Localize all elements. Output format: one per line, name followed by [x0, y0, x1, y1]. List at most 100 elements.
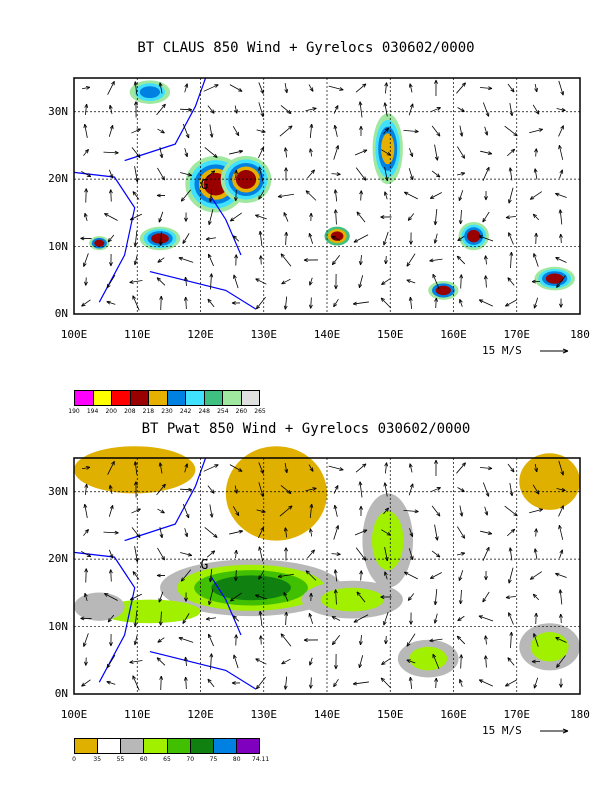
wind-arrow-head: [380, 297, 385, 302]
wind-arrow: [457, 552, 465, 556]
wind-arrow: [360, 190, 362, 201]
wind-arrow: [160, 231, 162, 246]
field-contour: [301, 580, 403, 619]
wind-arrow-head: [558, 524, 562, 530]
wind-arrow-head: [283, 527, 288, 532]
wind-arrow: [381, 529, 391, 536]
wind-arrow-head: [434, 297, 439, 302]
field-contour: [143, 228, 177, 249]
wind-arrow-head: [261, 509, 266, 514]
wind-arrow-head: [559, 683, 563, 688]
wind-arrow-head: [386, 531, 392, 536]
field-contour: [324, 226, 350, 246]
wind-arrow: [429, 638, 443, 642]
wind-arrow-head: [339, 87, 344, 91]
wind-arrow: [384, 482, 388, 497]
wind-arrow: [360, 570, 362, 581]
wind-arrow-head: [459, 678, 463, 684]
wind-arrow: [555, 257, 567, 263]
wind-arrow: [235, 169, 237, 179]
wind-arrow-head: [83, 503, 88, 509]
wind-arrow: [134, 546, 138, 562]
wind-arrow: [209, 188, 213, 203]
wind-arrow-head: [429, 258, 434, 263]
wind-arrow: [106, 681, 116, 685]
wind-arrow: [258, 462, 264, 474]
wind-arrow-head: [359, 570, 364, 575]
wind-arrow: [134, 255, 138, 265]
wind-arrow: [456, 526, 466, 539]
wind-arrow-head: [84, 483, 89, 488]
wind-arrow-head: [384, 462, 389, 467]
wind-arrow-head: [209, 133, 214, 138]
wind-arrow: [260, 255, 262, 265]
wind-arrow-head: [386, 151, 392, 156]
wind-arrow: [284, 463, 288, 473]
wind-arrow: [506, 528, 516, 537]
wind-arrow-head: [407, 216, 412, 221]
wind-arrow-head: [255, 278, 260, 283]
wind-arrow-head: [408, 676, 413, 681]
wind-arrow-head: [556, 283, 561, 288]
wind-arrow: [235, 569, 237, 582]
wind-arrow: [82, 466, 90, 470]
wind-arrow-head: [409, 620, 413, 625]
wind-arrow-head: [84, 188, 89, 193]
field-contour: [134, 83, 166, 102]
wind-arrow-head: [409, 152, 414, 157]
wind-arrow: [459, 299, 463, 307]
wind-arrow: [134, 635, 138, 645]
wind-arrow: [354, 529, 368, 536]
wind-arrow-head: [456, 255, 462, 260]
wind-arrow-head: [383, 482, 388, 487]
wind-arrow-head: [381, 281, 386, 285]
wind-arrow: [406, 279, 416, 284]
wind-arrow-head: [458, 576, 463, 581]
wind-arrow: [555, 573, 567, 578]
wind-arrow-head: [435, 553, 441, 558]
colorbar-label: 260: [235, 408, 248, 415]
wind-arrow: [510, 251, 512, 269]
wind-arrow: [308, 84, 314, 92]
wind-arrow: [258, 526, 264, 539]
field-contour: [211, 575, 291, 601]
wind-arrow: [256, 296, 266, 310]
wind-arrow-head: [482, 218, 487, 223]
wind-arrow: [157, 167, 165, 181]
wind-arrow: [355, 83, 367, 93]
wind-arrow-head: [309, 281, 313, 286]
wind-arrow-head: [434, 156, 439, 161]
wind-arrow-head: [409, 483, 414, 488]
wind-arrow-head: [352, 681, 358, 686]
wind-arrow-head: [158, 218, 163, 223]
wind-arrow-head: [233, 577, 238, 582]
x-tick-label: 130E: [250, 328, 278, 341]
wind-arrow-head: [305, 570, 310, 575]
wind-arrow-head: [433, 221, 438, 226]
wind-arrow-head: [284, 167, 288, 172]
wind-arrow-head: [184, 532, 189, 538]
wind-arrow-head: [309, 592, 313, 597]
wind-arrow-head: [533, 633, 537, 638]
wind-arrow-head: [260, 526, 264, 532]
wind-arrow: [131, 527, 141, 538]
colorbar-label: 218: [142, 408, 155, 415]
colorbar-swatch: [167, 391, 186, 405]
x-tick-label: 160E: [440, 328, 467, 341]
field-contour: [330, 231, 344, 241]
colorbar-label: 75: [209, 756, 218, 763]
wind-arrow: [457, 235, 465, 242]
wind-arrow-head: [362, 556, 367, 561]
wind-arrow-head: [157, 258, 162, 263]
colorbar-label: 190: [68, 408, 80, 415]
wind-arrow: [84, 504, 88, 518]
wind-arrow: [354, 149, 368, 156]
wind-arrow: [383, 127, 389, 135]
wind-arrow: [535, 528, 537, 537]
wind-arrow: [556, 488, 566, 491]
wind-arrow-head: [533, 548, 538, 553]
wind-arrow: [457, 107, 465, 112]
wind-arrow-head: [280, 633, 285, 638]
wind-arrow: [232, 235, 240, 242]
wind-arrow: [409, 83, 413, 93]
